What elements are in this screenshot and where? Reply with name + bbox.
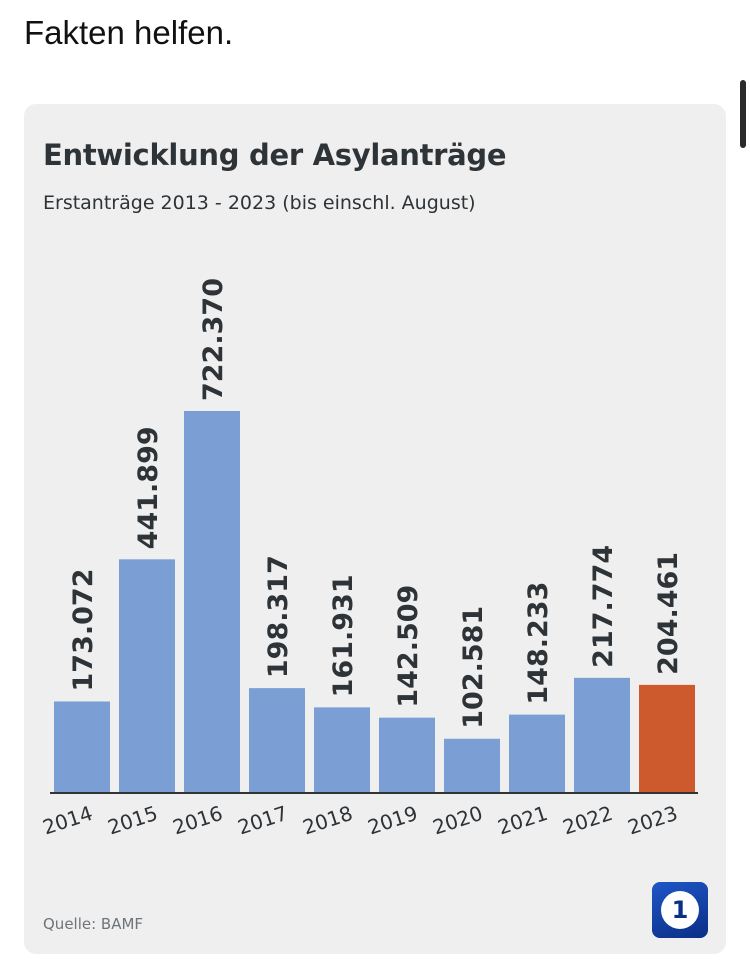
x-tick-2019: 2019 bbox=[365, 801, 421, 840]
value-label-2016: 722.370 bbox=[198, 278, 229, 401]
bar-2021 bbox=[509, 714, 565, 793]
bar-chart: 173.072 2014 441.899 2015 722.370 2016 198.317… bbox=[40, 278, 698, 840]
tagesschau-logo-icon: 1 bbox=[652, 882, 708, 938]
value-label-2022: 217.774 bbox=[588, 545, 619, 668]
bar-2020 bbox=[444, 738, 500, 793]
value-label-2023: 204.461 bbox=[653, 552, 684, 675]
x-tick-2020: 2020 bbox=[430, 801, 486, 840]
value-label-2020: 102.581 bbox=[458, 606, 489, 729]
x-tick-2021: 2021 bbox=[495, 801, 551, 840]
bar-2014 bbox=[54, 701, 110, 793]
value-label-2015: 441.899 bbox=[133, 426, 164, 549]
x-tick-2017: 2017 bbox=[235, 801, 291, 840]
value-label-2017: 198.317 bbox=[263, 555, 294, 678]
logo-ring: 1 bbox=[661, 891, 699, 929]
value-label-2014: 173.072 bbox=[68, 568, 99, 691]
x-tick-2014: 2014 bbox=[40, 801, 96, 840]
post-text: Fakten helfen. bbox=[24, 14, 234, 51]
x-tick-2023: 2023 bbox=[625, 801, 681, 840]
bar-2022 bbox=[574, 677, 630, 793]
chart-title: Entwicklung der Asylanträge bbox=[43, 138, 507, 172]
bar-2017 bbox=[249, 688, 305, 793]
bar-2015 bbox=[119, 559, 175, 793]
scrollbar[interactable] bbox=[740, 80, 746, 148]
source-label: Quelle: BAMF bbox=[43, 915, 144, 933]
x-tick-2018: 2018 bbox=[300, 801, 356, 840]
x-tick-2015: 2015 bbox=[105, 801, 161, 840]
bar-2018 bbox=[314, 707, 370, 793]
x-tick-2016: 2016 bbox=[170, 801, 226, 840]
bar-2016 bbox=[184, 411, 240, 793]
bar-2023 bbox=[639, 684, 695, 793]
value-label-2018: 161.931 bbox=[328, 574, 359, 697]
value-label-2019: 142.509 bbox=[393, 585, 424, 708]
bar-2019 bbox=[379, 717, 435, 793]
x-tick-2022: 2022 bbox=[560, 801, 616, 840]
chart-subtitle: Erstanträge 2013 - 2023 (bis einschl. Au… bbox=[43, 192, 476, 214]
logo-one: 1 bbox=[671, 896, 689, 924]
value-label-2021: 148.233 bbox=[523, 582, 554, 705]
chart-card[interactable]: Entwicklung der Asylanträge Erstanträge … bbox=[24, 104, 726, 954]
